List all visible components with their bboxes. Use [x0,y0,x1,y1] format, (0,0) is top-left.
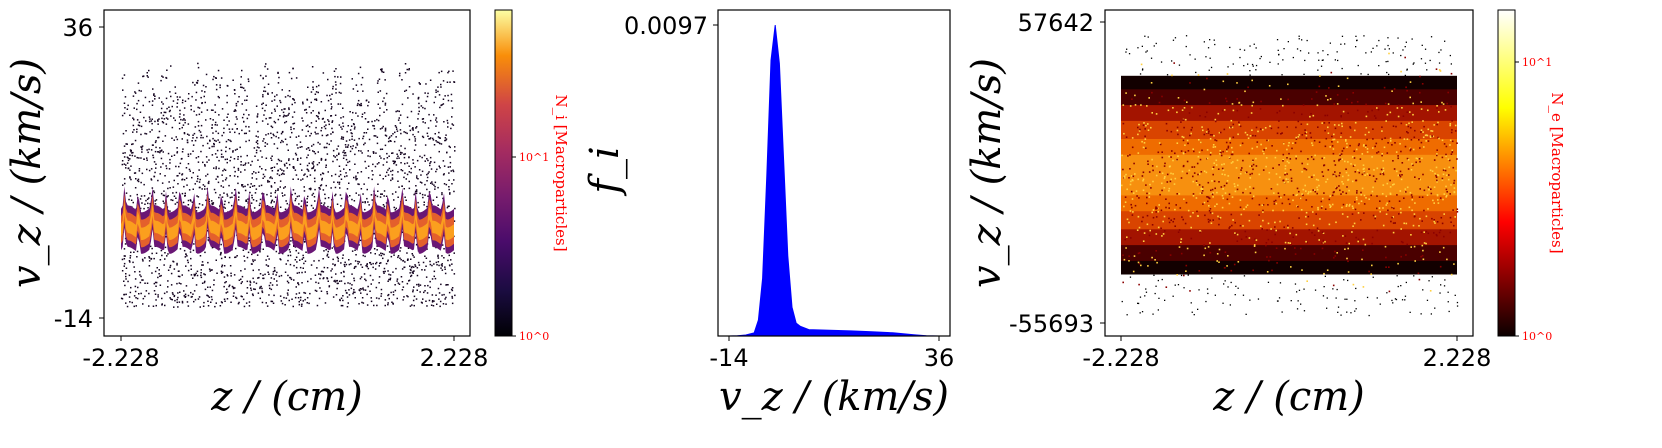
p1-xlabel: z / (cm) [210,374,363,420]
p3-colorbar-label: N_e [Macroparticles] [1548,92,1566,253]
p3-xtick-label-right: 2.228 [1423,344,1492,372]
p3-ytick-label-bottom: -55693 [1009,310,1094,338]
p1-cbtick-label-high: 10^1 [519,151,549,164]
p1-plot-area [120,62,456,308]
p3-xlabel: z / (cm) [1212,374,1365,420]
p3-cbtick-label-high: 10^1 [1522,56,1552,69]
p1-ytick-label-top: 36 [62,14,93,42]
p1-xtick-label-right: 2.228 [420,344,489,372]
p1-axes-frame [103,9,471,337]
p2-distribution-fill [728,24,940,337]
panel-ion-distribution: 0.0097 -14 36 v_z / (km/s) f_i [582,9,955,420]
p3-colorbar [1497,9,1516,337]
p2-axes-frame [717,9,951,337]
p3-ytick-label-top: 57642 [1018,9,1094,37]
p1-core-band-inner [121,201,454,241]
panel-ion-phase-space: 36 -14 -2.228 2.228 z / (cm) v_z / (km/s… [4,9,570,420]
p3-band-layer-core [1121,154,1457,196]
p3-axes-frame [1104,9,1474,337]
panel-electron-phase-space: 57642 -55693 -2.228 2.228 z / (cm) v_z /… [964,9,1566,420]
p3-plot-area [1121,35,1459,317]
p1-cbtick-label-low: 10^0 [519,330,549,343]
p1-xtick-label-left: -2.228 [82,344,159,372]
p2-plot-area [728,24,940,337]
p2-xtick-label-right: 36 [924,344,955,372]
p2-xtick-label-left: -14 [709,344,748,372]
p3-xtick-label-left: -2.228 [1082,344,1159,372]
p3-cbtick-label-low: 10^0 [1522,330,1552,343]
p2-ylabel: f_i [582,146,628,197]
p1-colorbar [494,9,513,337]
p3-speckle [1121,52,1459,293]
p1-colorbar-label: N_i [Macroparticles] [552,94,570,251]
p3-ylabel: v_z / (km/s) [964,58,1010,288]
p3-outlier-dots [1121,35,1459,317]
p1-tail-dots [120,62,456,308]
p1-ytick-label-bottom: -14 [54,305,93,333]
p2-ytick-label-top: 0.0097 [624,12,708,40]
p2-xlabel: v_z / (km/s) [719,374,949,420]
p1-ylabel: v_z / (km/s) [4,58,50,288]
